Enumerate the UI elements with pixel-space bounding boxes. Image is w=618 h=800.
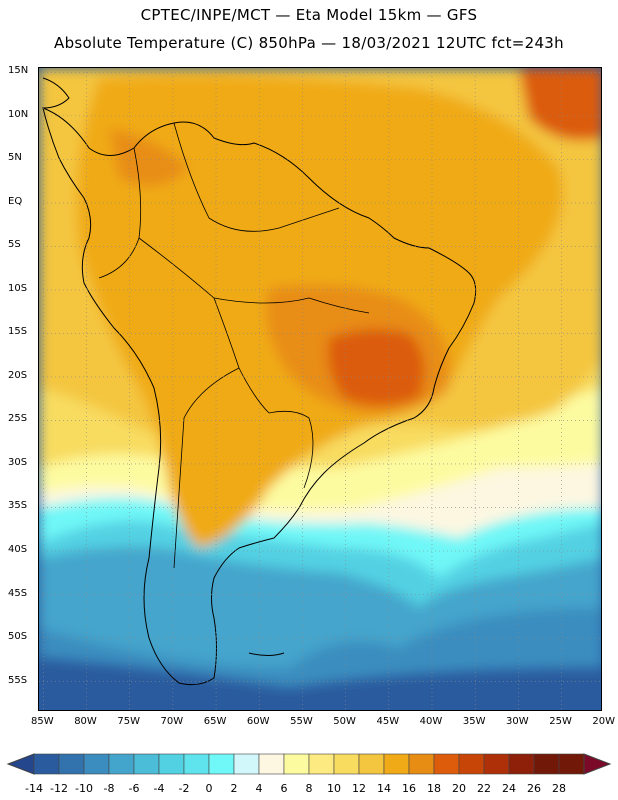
coastline (42, 77, 477, 686)
colorbar-tick-label: 22 (477, 782, 491, 795)
colorbar-swatch (458, 753, 485, 775)
lat-tick-label: 5N (8, 152, 22, 164)
country-borders (98, 122, 370, 569)
colorbar-tick-label: -14 (25, 782, 43, 795)
colorbar-swatch (233, 753, 260, 775)
lon-tick-label: 60W (246, 716, 270, 727)
colorbar-swatch (33, 753, 60, 775)
colorbar-swatch (533, 753, 560, 775)
colorbar-tick-label: 2 (230, 782, 238, 795)
lat-tick-label: EQ (8, 195, 23, 207)
colorbar-tick-label: 28 (552, 782, 566, 795)
colorbar-swatch (133, 753, 160, 775)
colorbar-tick-label: 18 (427, 782, 441, 795)
colorbar-swatch (158, 753, 185, 775)
border-peru-bolivia (138, 237, 270, 414)
colorbar-swatch (333, 753, 360, 775)
lat-tick-label: 10N (8, 108, 29, 120)
lat-tick-label: 5S (8, 239, 21, 251)
colorbar (6, 753, 612, 775)
colorbar-low-end (6, 753, 35, 775)
colorbar-swatch (308, 753, 335, 775)
colorbar-tick-label: 12 (352, 782, 366, 795)
border-colombia (98, 147, 142, 279)
colorbar-tick-label: -4 (153, 782, 165, 795)
lon-tick-label: 65W (203, 716, 227, 727)
colorbar-swatch (383, 753, 410, 775)
colorbar-swatch (258, 753, 285, 775)
lon-tick-label: 55W (290, 716, 313, 727)
colorbar-tick-label: -10 (75, 782, 93, 795)
colorbar-high-end (583, 753, 612, 775)
colorbar-tick-label: 16 (402, 782, 416, 795)
border-paraguay (268, 410, 314, 489)
colorbar-swatch (358, 753, 385, 775)
lat-tick-label: 25S (8, 413, 28, 425)
colorbar-swatch (58, 753, 85, 775)
colorbar-tick-label: -8 (103, 782, 115, 795)
temperature-map (38, 67, 602, 711)
colorbar-swatch (208, 753, 235, 775)
colorbar-tick-label: 6 (280, 782, 288, 795)
graticule (39, 68, 601, 710)
lon-tick-label: 25W (549, 716, 572, 727)
colorbar-tick-label: 26 (527, 782, 541, 795)
colorbar-tick-label: 24 (502, 782, 516, 795)
colorbar-swatch (408, 753, 435, 775)
lon-tick-label: 50W (333, 716, 356, 727)
lat-tick-label: 50S (8, 631, 28, 643)
border-venezuela-brazil (173, 122, 340, 232)
colorbar-tick-label: -12 (50, 782, 68, 795)
colorbar-swatch (483, 753, 510, 775)
border-chile-argentina (173, 367, 240, 569)
colorbar-tick-label: 20 (452, 782, 466, 795)
colorbar-swatch (508, 753, 535, 775)
colorbar-swatch (83, 753, 110, 775)
lon-tick-label: 85W (31, 716, 54, 727)
lon-tick-label: 70W (160, 716, 184, 727)
field-hotspot-northeast (519, 68, 601, 141)
lon-tick-label: 45W (376, 716, 400, 727)
colorbar-swatch (283, 753, 310, 775)
lat-tick-label: 15S (8, 326, 28, 338)
colorbar-tick-label: 10 (327, 782, 341, 795)
lon-tick-label: 40W (419, 716, 443, 727)
colorbar-tick-label: 8 (305, 782, 313, 795)
lat-tick-label: 45S (8, 587, 28, 599)
lat-tick-label: 55S (8, 674, 28, 686)
lat-tick-label: 30S (8, 456, 28, 468)
colorbar-tick-label: 4 (255, 782, 263, 795)
lon-tick-label: 20W (592, 716, 616, 727)
lon-tick-label: 75W (117, 716, 140, 727)
chart-title-line-1: CPTEC/INPE/MCT — Eta Model 15km — GFS (140, 6, 478, 24)
lat-tick-label: 10S (8, 282, 28, 294)
colorbar-tick-label: -6 (128, 782, 140, 795)
lat-tick-label: 20S (8, 369, 28, 381)
chart-title-line-2: Absolute Temperature (C) 850hPa — 18/03/… (54, 34, 564, 52)
colorbar-tick-label: 14 (377, 782, 391, 795)
colorbar-swatch (108, 753, 135, 775)
border-brazil-interior (213, 297, 370, 314)
lat-tick-label: 15N (8, 65, 29, 77)
lon-tick-label: 30W (506, 716, 529, 727)
colorbar-swatch (183, 753, 210, 775)
lon-tick-label: 80W (74, 716, 97, 727)
colorbar-tick-label: 0 (205, 782, 213, 795)
colorbar-tick-label: -2 (178, 782, 190, 795)
lat-tick-label: 35S (8, 500, 28, 512)
field-hotspot-brazil (328, 329, 425, 406)
central-america-outline (42, 77, 70, 109)
field-hotspot-north (109, 128, 189, 186)
temperature-field (39, 68, 601, 710)
colorbar-swatch (558, 753, 585, 775)
lat-tick-label: 40S (8, 544, 28, 555)
south-america-outline (42, 107, 477, 686)
falklands-outline (248, 652, 285, 656)
colorbar-swatch (433, 753, 460, 775)
lon-tick-label: 35W (462, 716, 486, 727)
